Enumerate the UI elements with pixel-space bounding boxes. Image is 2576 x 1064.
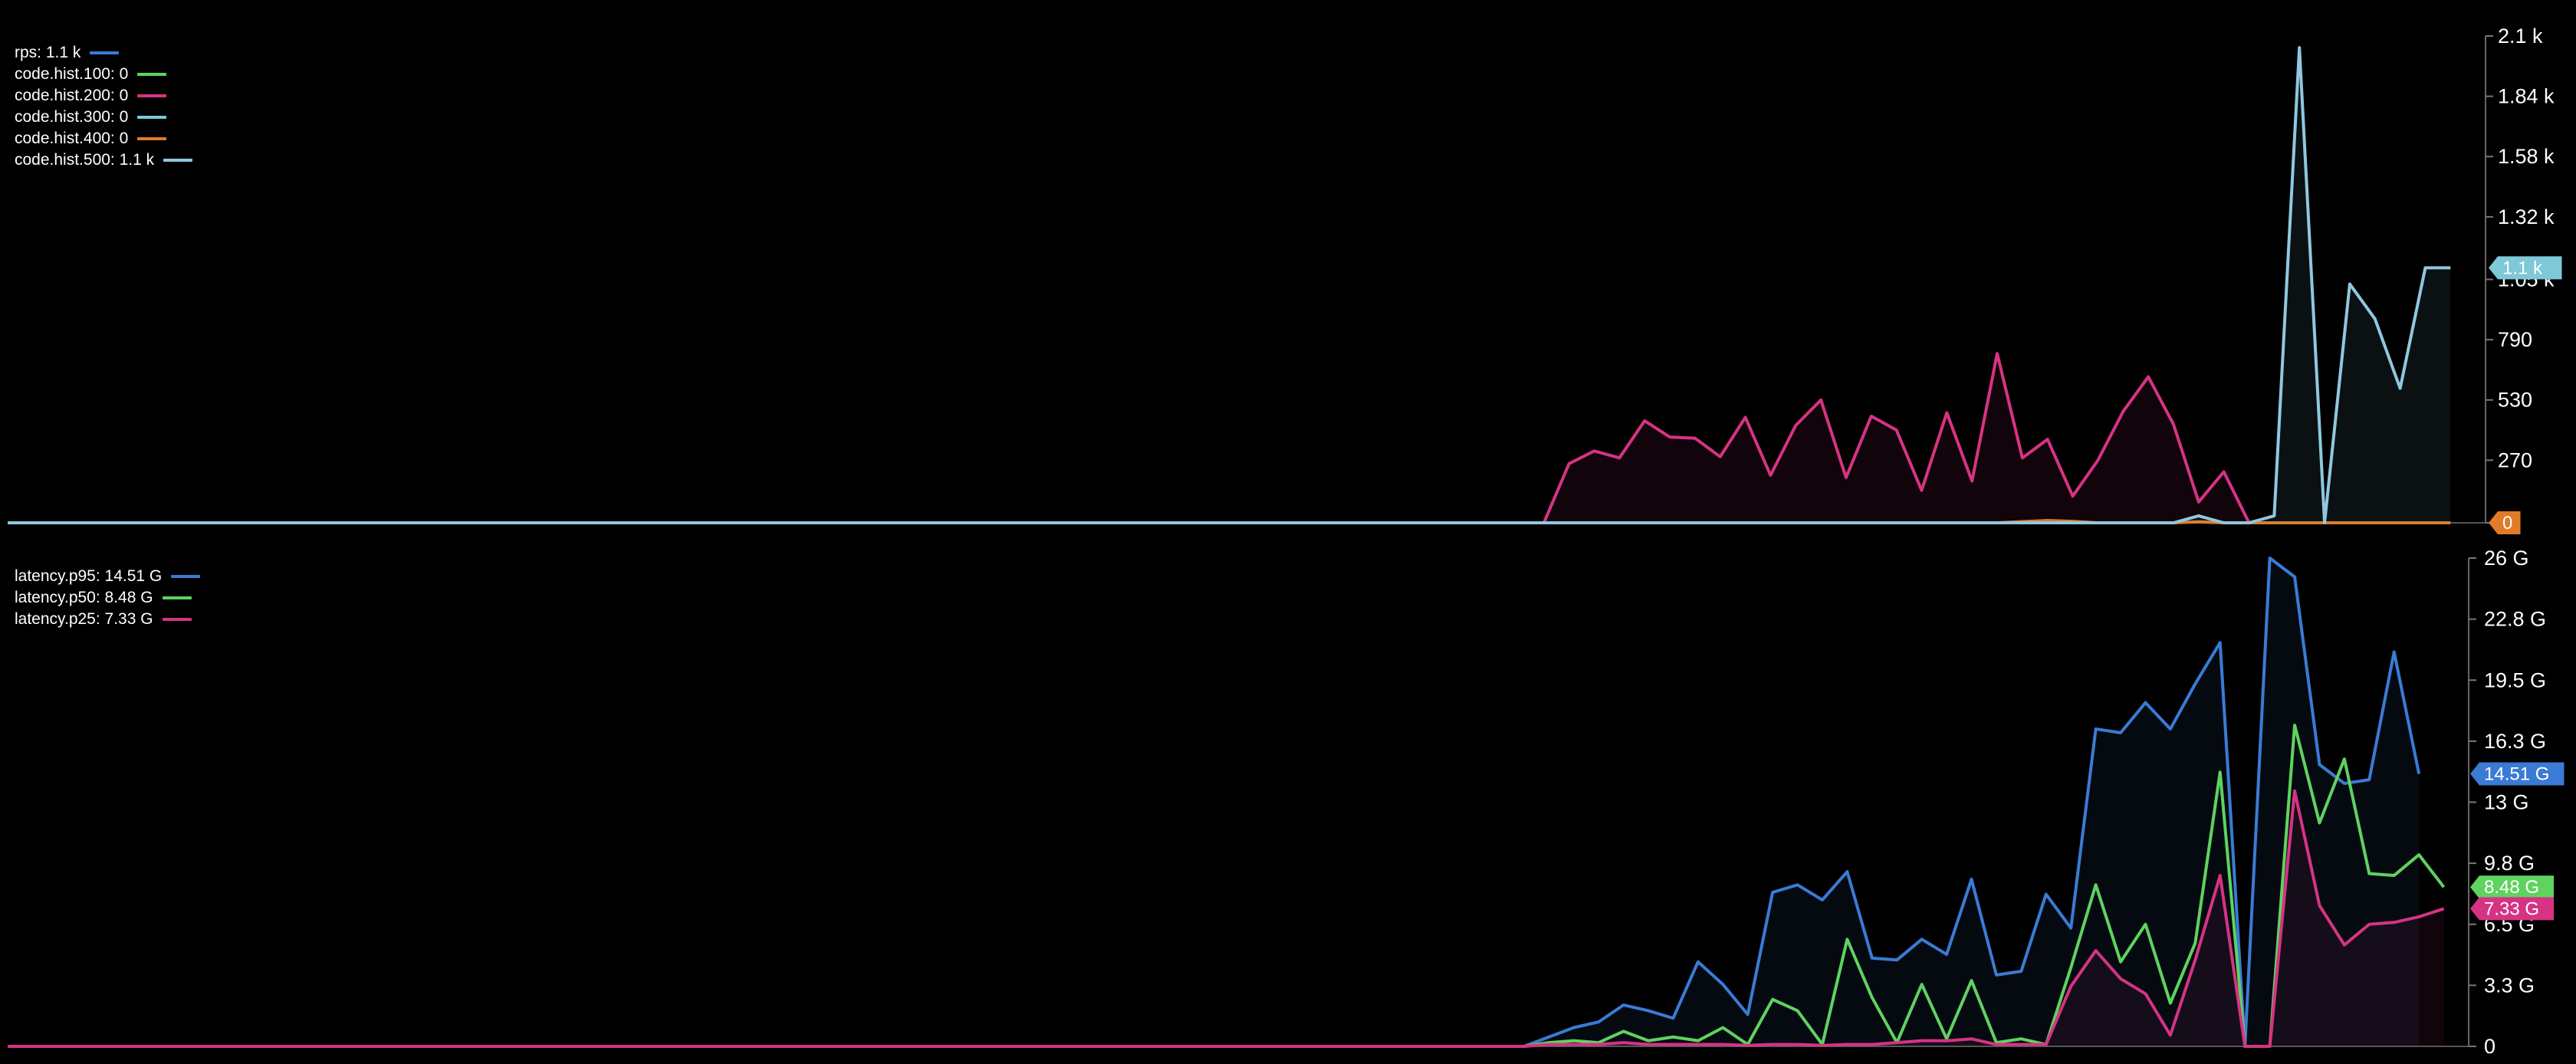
legend-label: code.hist.100: 0 xyxy=(15,65,129,83)
y-tick-label: 3.3 G xyxy=(2484,974,2535,997)
last-value-badge: 0 xyxy=(2489,511,2521,534)
series-line-latency-p25 xyxy=(8,789,2445,1048)
legend-swatch xyxy=(163,159,193,162)
series-area-code-hist-200 xyxy=(1543,353,2249,523)
y-tick-label: 16.3 G xyxy=(2484,730,2546,753)
legend-swatch xyxy=(162,596,192,599)
latency-legend: latency.p95: 14.51 G latency.p50: 8.48 G l… xyxy=(15,566,201,630)
last-value-badge: 14.51 G xyxy=(2470,762,2564,786)
legend-item[interactable]: latency.p95: 14.51 G xyxy=(15,566,201,587)
legend-swatch xyxy=(90,51,120,54)
y-tick-label: 13 G xyxy=(2484,791,2529,814)
legend-label: latency.p50: 8.48 G xyxy=(15,589,153,606)
legend-swatch xyxy=(137,73,167,76)
y-tick-label: 26 G xyxy=(2484,547,2529,570)
legend-swatch xyxy=(137,137,167,140)
rps-codes-legend: rps: 1.1 k code.hist.100: 0 code.hist.200:… xyxy=(15,42,193,171)
legend-label: code.hist.300: 0 xyxy=(15,108,129,126)
series-area-latency-p25 xyxy=(8,790,2444,1046)
legend-item[interactable]: code.hist.200: 0 xyxy=(15,85,192,107)
last-value-badge-label: 8.48 G xyxy=(2484,877,2539,898)
legend-item[interactable]: code.hist.100: 0 xyxy=(15,64,192,85)
legend-label: latency.p95: 14.51 G xyxy=(15,567,163,585)
legend-label: rps: 1.1 k xyxy=(15,44,81,61)
legend-item[interactable]: code.hist.300: 0 xyxy=(15,107,192,128)
legend-label: code.hist.400: 0 xyxy=(15,130,129,147)
legend-label: latency.p25: 7.33 G xyxy=(15,610,153,628)
y-tick-label: 1.84 k xyxy=(2498,85,2555,108)
legend-swatch xyxy=(137,94,167,97)
legend-item[interactable]: code.hist.400: 0 xyxy=(15,128,192,149)
last-value-badge: 7.33 G xyxy=(2470,897,2554,921)
series-line-latency-p95 xyxy=(8,557,2421,1048)
last-value-badge-label: 7.33 G xyxy=(2484,898,2539,919)
legend-swatch xyxy=(171,575,201,578)
y-tick-label: 1.58 k xyxy=(2498,145,2555,168)
y-tick-label: 9.8 G xyxy=(2484,852,2535,875)
last-value-badge-label: 0 xyxy=(2502,513,2512,534)
series-area-code-hist-500 xyxy=(8,48,2451,524)
last-value-badge-label: 14.51 G xyxy=(2484,764,2549,785)
last-value-badge: 1.1 k xyxy=(2489,256,2562,280)
y-tick-label: 270 xyxy=(2498,448,2532,471)
series-area-latency-p95 xyxy=(8,558,2420,1046)
legend-label: code.hist.200: 0 xyxy=(15,87,129,104)
legend-label: code.hist.500: 1.1 k xyxy=(15,151,155,169)
y-tick-label: 790 xyxy=(2498,328,2532,351)
series-line-latency-p50 xyxy=(8,724,2446,1048)
last-value-badge: 8.48 G xyxy=(2470,875,2554,899)
last-value-badge-label: 1.1 k xyxy=(2502,258,2543,278)
series-line-code-hist-500 xyxy=(8,46,2451,524)
legend-item[interactable]: latency.p50: 8.48 G xyxy=(15,587,200,609)
y-tick-label: 1.32 k xyxy=(2498,205,2555,228)
legend-swatch xyxy=(162,618,192,621)
rps-codes-chart: 02705307901.05 k1.32 k1.58 k1.84 k2.1 k1… xyxy=(8,25,2562,534)
latency-chart: 03.3 G6.5 G9.8 G13 G16.3 G19.5 G22.8 G26… xyxy=(8,547,2564,1058)
y-tick-label: 2.1 k xyxy=(2498,25,2543,48)
legend-item[interactable]: latency.p25: 7.33 G xyxy=(15,609,200,630)
y-tick-label: 22.8 G xyxy=(2484,608,2546,631)
y-tick-label: 530 xyxy=(2498,389,2532,412)
legend-item[interactable]: rps: 1.1 k xyxy=(15,42,192,64)
legend-swatch xyxy=(137,116,167,119)
series-line-code-hist-200 xyxy=(1542,352,2251,524)
y-tick-label: 0 xyxy=(2484,1035,2496,1058)
y-tick-label: 19.5 G xyxy=(2484,668,2546,691)
legend-item[interactable]: code.hist.500: 1.1 k xyxy=(15,149,193,171)
